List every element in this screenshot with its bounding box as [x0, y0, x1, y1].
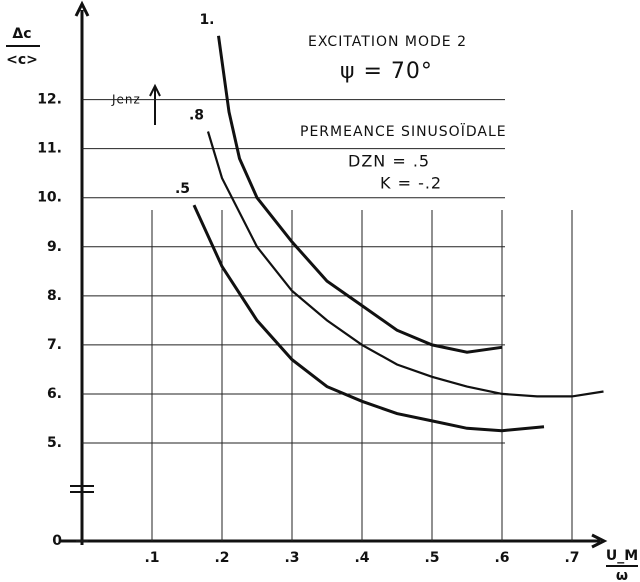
y-axis-arrow: [74, 0, 90, 17]
y-label: <c>: [6, 52, 38, 68]
series-line: [206, 131, 604, 398]
y-tick-label: 10.: [37, 190, 62, 206]
annotation: DZN = .5: [348, 152, 430, 171]
x-tick-label: .6: [494, 550, 509, 566]
y-tick-label: 11.: [37, 141, 62, 157]
x-label: ω: [616, 568, 628, 582]
x-tick-label: .4: [354, 550, 369, 566]
annotation: EXCITATION MODE 2: [308, 34, 467, 50]
x-axis-arrow: [591, 533, 608, 549]
series-label: .8: [189, 107, 204, 123]
x-tick-label: .5: [424, 550, 439, 566]
annotation: PERMEANCE SINUSOÏDALE: [300, 122, 507, 140]
y-tick-label: 7.: [47, 337, 62, 353]
y-tick-label: 9.: [47, 239, 62, 255]
y-tick-label: 5.: [47, 435, 62, 451]
series-label: 1.: [199, 12, 214, 28]
series-line: [192, 204, 545, 433]
x-tick-label: .3: [284, 550, 299, 566]
y-label: Δc: [12, 26, 31, 42]
annotation: ψ = 70°: [340, 59, 433, 84]
x-tick-label: .2: [214, 550, 229, 566]
series-line: [217, 35, 503, 354]
series-label: .5: [175, 181, 190, 197]
annotation: K = -.2: [380, 174, 442, 193]
y-tick-label: 0: [52, 533, 62, 549]
x-label: U_M: [606, 548, 638, 564]
x-tick-label: .1: [144, 550, 159, 566]
y-tick-label: 6.: [47, 386, 62, 402]
y-tick-label: 12.: [37, 92, 62, 108]
x-tick-label: .7: [564, 550, 579, 566]
arrow-head: [149, 83, 161, 97]
y-tick-label: 8.: [47, 288, 62, 304]
